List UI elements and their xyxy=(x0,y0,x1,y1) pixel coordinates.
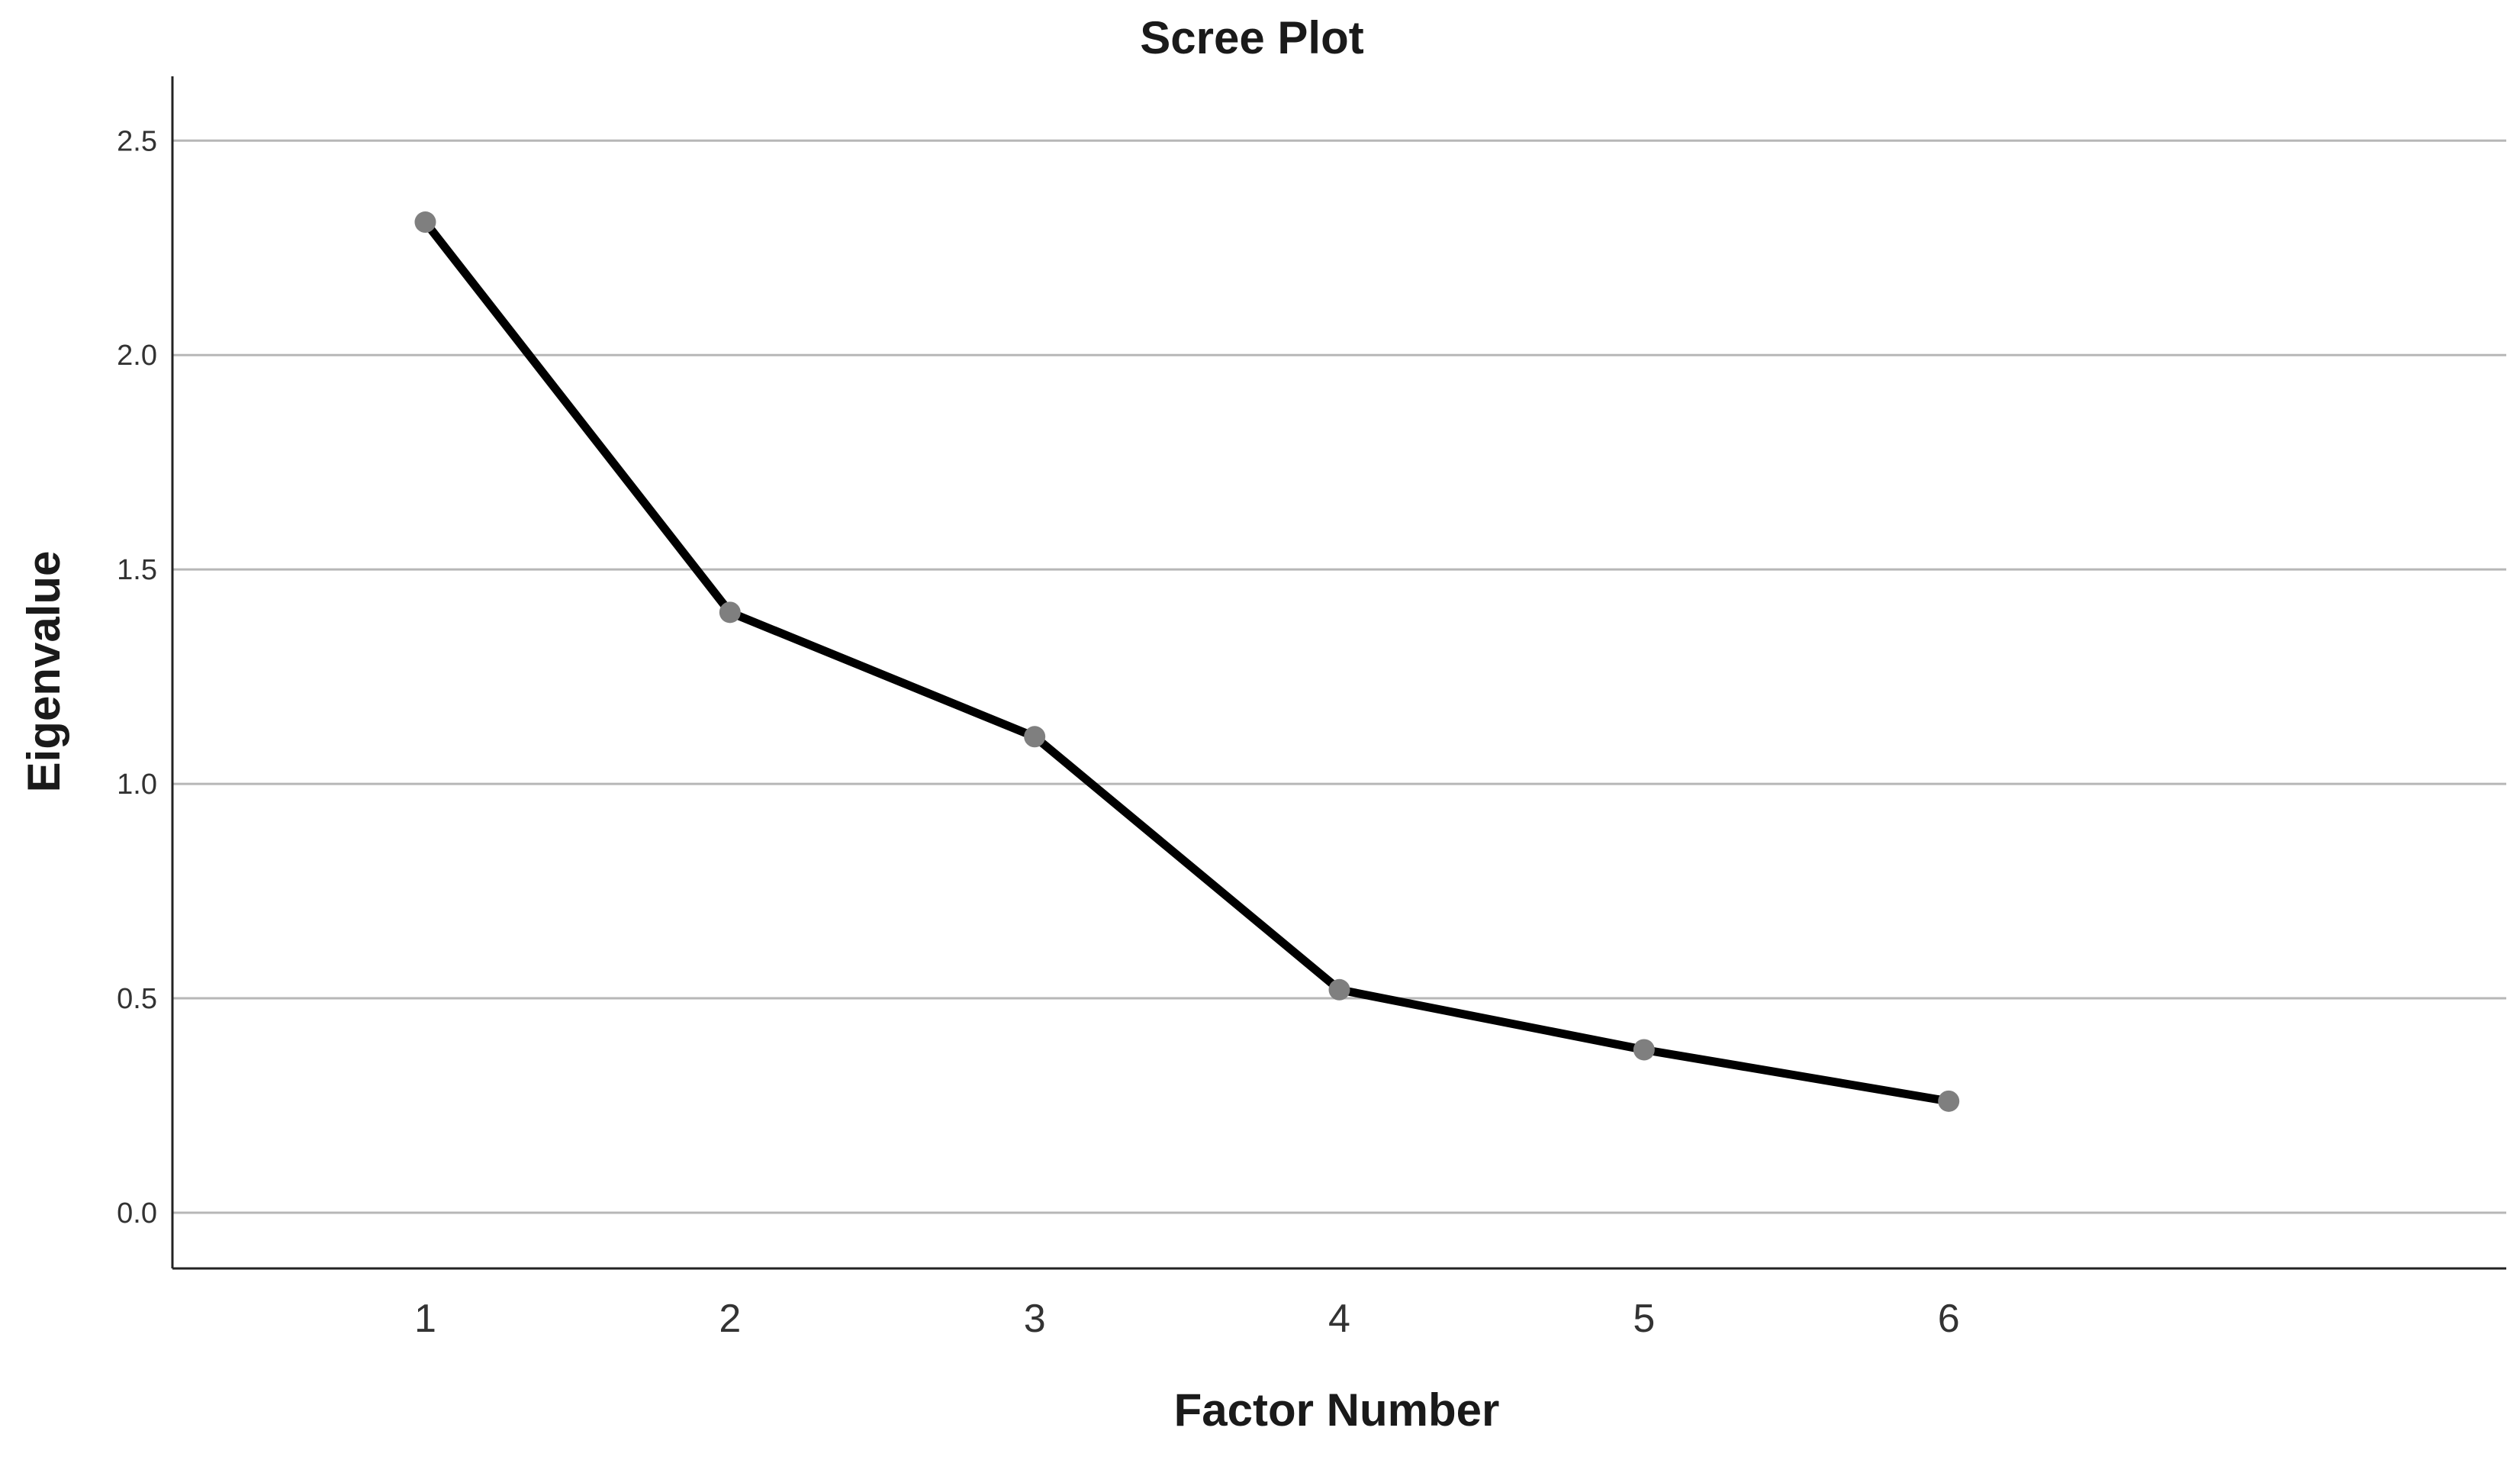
y-tick-label: 1.0 xyxy=(117,769,157,801)
data-point xyxy=(1024,726,1046,748)
y-tick-label: 0.0 xyxy=(117,1197,157,1230)
data-points xyxy=(414,211,1960,1112)
y-tick-label: 2.0 xyxy=(117,340,157,372)
x-tick-label: 5 xyxy=(1633,1297,1655,1341)
axes xyxy=(171,76,2506,1270)
y-tick-labels: 0.0 0.5 1.0 1.5 2.0 2.5 xyxy=(117,125,157,1230)
y-axis-label: Eigenvalue xyxy=(18,551,69,793)
data-point xyxy=(1938,1090,1960,1112)
y-tick-label: 0.5 xyxy=(117,983,157,1015)
x-tick-label: 2 xyxy=(719,1297,741,1341)
x-tick-label: 6 xyxy=(1938,1297,1960,1341)
y-tick-label: 1.5 xyxy=(117,554,157,586)
data-point xyxy=(719,601,741,624)
series-line xyxy=(422,219,1950,1106)
series-eigenvalues xyxy=(422,219,1950,1106)
chart-title: Scree Plot xyxy=(1140,12,1363,63)
data-point xyxy=(1633,1039,1655,1061)
data-point xyxy=(414,211,436,234)
x-axis-label: Factor Number xyxy=(1174,1384,1500,1436)
x-tick-label: 4 xyxy=(1328,1297,1350,1341)
x-tick-label: 1 xyxy=(414,1297,436,1341)
gridlines xyxy=(172,139,2506,1214)
x-tick-labels: 1 2 3 4 5 6 xyxy=(414,1297,1960,1341)
y-tick-label: 2.5 xyxy=(117,125,157,157)
x-tick-label: 3 xyxy=(1024,1297,1046,1341)
data-point xyxy=(1328,978,1350,1001)
